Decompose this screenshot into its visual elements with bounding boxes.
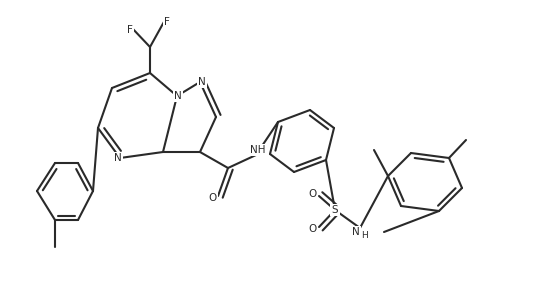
- Text: NH: NH: [251, 145, 266, 155]
- Text: N: N: [114, 153, 122, 163]
- Text: F: F: [127, 25, 133, 35]
- Text: N: N: [198, 77, 206, 87]
- Text: O: O: [209, 193, 217, 203]
- Text: S: S: [332, 205, 338, 215]
- Text: F: F: [164, 17, 170, 27]
- Text: N: N: [352, 227, 360, 237]
- Text: H: H: [362, 230, 368, 240]
- Text: O: O: [309, 224, 317, 234]
- Text: N: N: [174, 91, 182, 101]
- Text: O: O: [309, 189, 317, 199]
